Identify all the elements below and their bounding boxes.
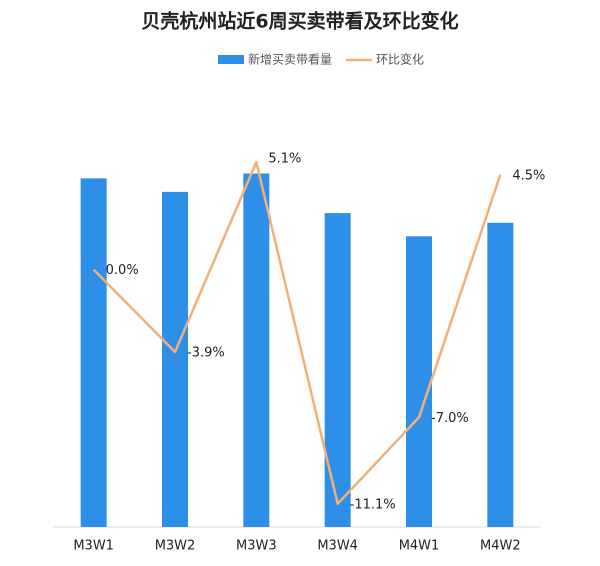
data-label: 0.0% (106, 263, 139, 278)
data-label: -3.9% (187, 345, 225, 360)
x-tick-label: M3W3 (236, 539, 277, 554)
data-label: 4.5% (512, 168, 545, 183)
bar (80, 178, 107, 527)
legend-swatch (218, 55, 244, 64)
chart-title: 贝壳杭州站近6周买卖带看及环比变化 (141, 10, 458, 33)
bar (487, 222, 514, 528)
x-tick-label: M4W1 (399, 539, 440, 554)
x-tick-label: M4W2 (480, 539, 521, 554)
bar (324, 213, 351, 528)
data-label: -11.1% (350, 497, 396, 512)
x-tick-label: M3W2 (155, 539, 196, 554)
data-label: 5.1% (268, 152, 301, 167)
line (92, 160, 502, 506)
data-label: -7.0% (431, 411, 469, 426)
bar (406, 236, 432, 527)
legend-label: 新增买卖带看量 (248, 52, 332, 67)
bar (162, 191, 188, 528)
bar (243, 173, 270, 527)
x-tick-label: M3W1 (73, 539, 114, 554)
x-tick-label: M3W4 (317, 539, 358, 554)
legend-label: 环比变化 (376, 52, 424, 67)
